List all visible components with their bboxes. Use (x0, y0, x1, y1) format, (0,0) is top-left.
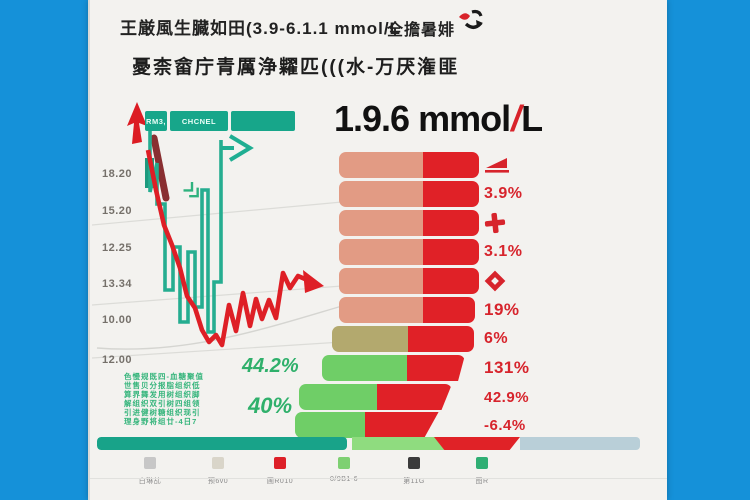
legend-item: 0/9B1-6 (314, 456, 374, 483)
funnel-bar-row (339, 181, 479, 207)
legend-label: 0/9B1-6 (329, 476, 359, 483)
legend-label: 第11G (403, 478, 425, 485)
chart-banner: RM3, CHCNEL (145, 111, 295, 131)
y-tick: 18.20 (101, 168, 132, 180)
funnel-bar-row (339, 152, 479, 178)
legend-item: 预6v0 (188, 456, 248, 486)
reading-slash: / (511, 98, 521, 139)
annotation-line: 世售贝分报脂组织低 (124, 381, 201, 390)
legend-item: 白琳乩 (120, 456, 180, 486)
legend-swatch (212, 457, 224, 469)
funnel-row-label (484, 152, 562, 178)
header-right-label: 全擔暑婔 (387, 22, 456, 39)
banner-seg-3 (231, 111, 295, 131)
annotation-line: 色慢规既四-血糖聚值 (124, 372, 204, 381)
funnel-row-label (484, 210, 562, 236)
annotation-block: 色慢规既四-血糖聚值 世售贝分报脂组织低 算界舞发用树组织脚 解组织双引树四组领… (124, 372, 239, 426)
divider (90, 478, 667, 479)
stacked-segment-red (434, 437, 520, 450)
legend-swatch (408, 457, 420, 469)
funnel-row-label: 19% (484, 300, 520, 319)
legend-label: 预6v0 (207, 478, 229, 485)
legend-item: 圃R010 (250, 456, 310, 486)
funnel-bar-row (322, 355, 465, 381)
stacked-progress-bar (97, 437, 643, 450)
y-tick: 15.20 (101, 205, 132, 217)
funnel-bar-row (332, 326, 474, 352)
stacked-segment-teal (97, 437, 347, 450)
flag-arrow-icon (485, 158, 509, 173)
legend-swatch (274, 457, 286, 469)
green-percent-label: 40% (248, 393, 293, 418)
diamond-icon (484, 270, 506, 292)
funnel-row-label: 6% (484, 330, 509, 347)
green-double-chevron-icon (183, 182, 199, 198)
y-tick: 12.00 (101, 354, 132, 366)
legend-item: 第11G (384, 456, 444, 486)
reading-value: 1.9.6 (334, 98, 410, 139)
red-arrowhead-icon (303, 270, 324, 293)
green-percent-label: 44.2% (242, 355, 299, 377)
cross-icon (484, 212, 506, 234)
reading-unit-post: L (521, 98, 543, 139)
annotation-line: 引进健树糖组织现引 (124, 408, 201, 417)
annotation-line: 解组织双引树四组领 (124, 399, 201, 408)
annotation-line: 理身野将组廿-4日7 (124, 417, 198, 426)
funnel-bar-row (339, 210, 479, 236)
funnel-row-label: -6.4% (484, 416, 526, 434)
y-tick: 12.25 (101, 242, 132, 254)
funnel-row-label: 3.1% (484, 243, 523, 260)
annotation-line: 算界舞发用树组织脚 (124, 390, 201, 399)
brand-logo-icon (459, 9, 483, 29)
legend-item: 图R (452, 456, 512, 486)
funnel-row-label: 42.9% (484, 388, 530, 406)
funnel-row-label: 3.9% (484, 185, 523, 202)
banner-seg-2: CHCNEL (170, 111, 228, 131)
banner-seg-1: RM3, (145, 111, 167, 131)
funnel-row-label: 131% (484, 358, 530, 377)
stacked-segment-light-blue (520, 437, 640, 450)
red-up-arrow-icon (127, 102, 147, 144)
reading-unit-pre: mmol (418, 98, 511, 139)
legend-swatch (338, 457, 350, 469)
trend-line-chart (92, 102, 343, 359)
subtitle: 憂柰畲庁青厲浄糶匹(((水-万厌潅匪 (132, 57, 460, 78)
teal-right-arrow-icon (222, 134, 254, 162)
legend-label: 图R (475, 478, 489, 485)
funnel-bar-row (339, 239, 479, 265)
legend-label: 白琳乩 (138, 478, 162, 485)
legend-swatch (144, 457, 156, 469)
funnel-bar-row (339, 268, 479, 294)
page-title: 王厳風生臓如田(3.9-6.1.1 mmol/L (120, 19, 401, 38)
funnel-bar-row (299, 384, 452, 410)
y-tick: 10.00 (101, 314, 132, 326)
stacked-segment-light-green (352, 437, 444, 450)
funnel-row-label (484, 268, 562, 294)
funnel-bar-row (339, 297, 475, 323)
y-tick: 13.34 (101, 278, 132, 290)
glucose-reading: 1.9.6 mmol/L (334, 98, 543, 140)
infographic-card: 王厳風生臓如田(3.9-6.1.1 mmol/L 全擔暑婔 憂柰畲庁青厲浄糶匹(… (88, 0, 667, 500)
legend-label: 圃R010 (266, 478, 294, 485)
legend-swatch (476, 457, 488, 469)
red-series-line (145, 149, 313, 348)
funnel-bar-row (295, 412, 445, 438)
